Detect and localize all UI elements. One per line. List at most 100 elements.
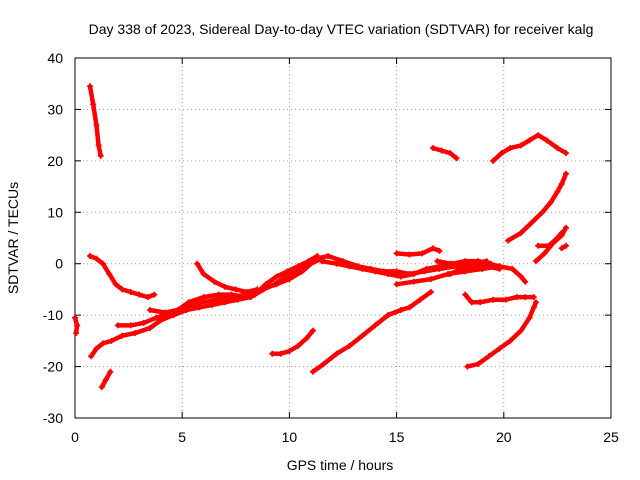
data-point	[144, 294, 151, 301]
data-segment-8	[394, 264, 528, 287]
data-point	[318, 258, 325, 265]
data-point	[457, 265, 464, 272]
data-point	[262, 281, 269, 288]
data-point	[530, 294, 537, 301]
data-point	[119, 332, 126, 339]
data-point	[93, 255, 100, 262]
data-point	[174, 307, 181, 313]
data-point	[453, 155, 460, 162]
data-point	[333, 350, 340, 357]
data-point	[114, 322, 121, 329]
data-point	[543, 137, 550, 144]
x-axis-label: GPS time / hours	[287, 457, 394, 473]
data-point	[119, 286, 126, 293]
data-point	[93, 121, 100, 128]
data-point	[558, 229, 565, 236]
data-point	[299, 268, 306, 275]
data-point	[98, 384, 105, 391]
data-point	[273, 281, 280, 288]
data-point	[93, 345, 100, 352]
y-tick-label: 40	[47, 50, 63, 66]
data-point	[417, 296, 424, 303]
data-point	[490, 296, 497, 303]
data-segment-5	[87, 253, 157, 300]
data-point	[269, 350, 276, 357]
data-point	[99, 260, 106, 267]
data-point	[483, 263, 490, 270]
data-point	[198, 299, 205, 306]
data-point	[462, 291, 469, 298]
data-point	[513, 294, 520, 301]
data-point	[517, 327, 524, 334]
data-point	[286, 276, 293, 283]
data-point	[372, 322, 379, 329]
data-point	[393, 268, 400, 275]
data-point	[359, 332, 366, 339]
data-point	[554, 188, 561, 195]
data-point	[526, 137, 533, 144]
data-point	[505, 237, 512, 244]
data-segment-17	[430, 145, 459, 161]
data-point	[423, 265, 430, 272]
data-point	[462, 258, 469, 265]
data-point	[539, 209, 546, 216]
data-point	[136, 291, 143, 298]
x-tick-label: 20	[496, 429, 512, 445]
data-point	[530, 304, 537, 311]
data-segment-21	[535, 230, 564, 248]
data-point	[147, 325, 154, 331]
data-point	[346, 343, 353, 349]
x-tick-labels: 0 5 10 15 20 25	[71, 429, 619, 445]
data-point	[406, 304, 413, 311]
data-point	[320, 361, 327, 367]
data-point	[507, 337, 514, 344]
gridlines	[75, 58, 611, 418]
data-point	[410, 278, 417, 285]
data-point	[87, 253, 94, 259]
y-tick-label: -10	[43, 307, 63, 323]
data-segment-13	[310, 289, 434, 374]
data-point	[545, 242, 552, 249]
data-point	[162, 309, 169, 316]
data-point	[294, 263, 301, 270]
data-point	[434, 258, 441, 265]
y-tick-label: 30	[47, 101, 63, 117]
data-point	[90, 101, 97, 108]
data-point	[140, 319, 147, 326]
data-point	[147, 307, 154, 313]
x-tick-label: 10	[282, 429, 298, 445]
data-point	[436, 263, 443, 270]
data-point	[103, 376, 110, 383]
data-point	[108, 337, 115, 344]
data-point	[393, 281, 400, 288]
data-segment-19	[505, 171, 569, 243]
data-point	[496, 345, 503, 352]
data-point	[88, 353, 95, 360]
data-point	[309, 368, 316, 375]
data-point	[127, 322, 134, 329]
data-point	[535, 132, 542, 139]
data-segment-12	[269, 328, 316, 356]
data-segment-6	[194, 261, 260, 295]
data-point	[498, 150, 505, 157]
data-point	[127, 289, 134, 295]
data-point	[72, 314, 78, 321]
data-point	[254, 286, 261, 293]
data-point	[294, 343, 301, 349]
x-tick-label: 25	[603, 429, 619, 445]
x-tick-label: 0	[71, 429, 79, 445]
data-point	[475, 361, 482, 367]
data-point	[222, 283, 229, 290]
data-point	[562, 242, 569, 249]
data-point	[406, 251, 413, 258]
data-point	[196, 304, 203, 311]
data-point	[200, 271, 207, 277]
data-point	[200, 294, 207, 301]
data-point	[228, 291, 235, 298]
data-point	[554, 235, 561, 241]
data-point	[554, 145, 561, 151]
data-point	[97, 152, 104, 159]
chart-title: Day 338 of 2023, Sidereal Day-to-day VTE…	[89, 21, 594, 37]
data-point	[107, 368, 114, 375]
data-point	[477, 299, 484, 306]
